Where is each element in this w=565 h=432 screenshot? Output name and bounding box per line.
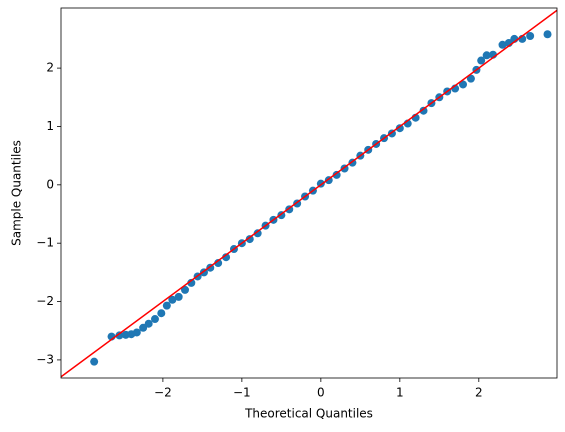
point: [187, 278, 196, 287]
x-tick-label: −1: [233, 386, 251, 400]
y-tick-label: 0: [46, 177, 54, 191]
point: [222, 253, 231, 262]
point: [214, 259, 223, 268]
x-tick-label: 2: [475, 386, 483, 400]
y-tick-label: 2: [46, 61, 54, 75]
point: [543, 30, 552, 39]
point: [498, 40, 507, 49]
point: [162, 301, 171, 310]
point: [477, 56, 486, 65]
y-tick-label: −3: [36, 352, 54, 366]
reference-line: [61, 9, 557, 378]
point: [90, 357, 99, 366]
point: [245, 235, 254, 244]
point: [174, 292, 183, 301]
y-axis-label: Sample Quantiles: [10, 140, 24, 246]
point: [144, 319, 153, 328]
point: [459, 80, 468, 89]
plot-frame: [60, 7, 558, 379]
x-tick-label: 1: [396, 386, 404, 400]
y-tick-label: 1: [46, 119, 54, 133]
x-tick-label: 0: [317, 386, 325, 400]
point: [132, 328, 141, 337]
x-tick-label: −2: [154, 386, 172, 400]
point: [181, 285, 189, 294]
point: [332, 170, 341, 179]
point: [466, 74, 475, 83]
point: [139, 323, 148, 332]
point: [253, 229, 262, 238]
point: [115, 331, 124, 340]
point: [150, 315, 159, 324]
point: [526, 32, 535, 41]
y-tick-label: −1: [36, 236, 54, 250]
point: [157, 309, 166, 318]
x-axis-label: Theoretical Quantiles: [244, 407, 373, 421]
point: [419, 106, 428, 115]
point: [168, 295, 177, 304]
point: [482, 51, 491, 60]
y-tick-label: −2: [36, 294, 54, 308]
point: [395, 124, 404, 133]
